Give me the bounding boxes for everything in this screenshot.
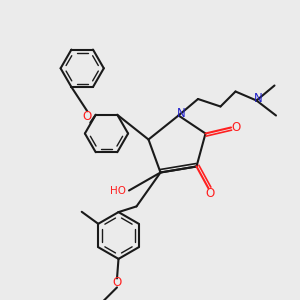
- Text: O: O: [112, 276, 122, 290]
- Text: O: O: [83, 110, 92, 122]
- Text: O: O: [232, 121, 241, 134]
- Text: HO: HO: [110, 185, 127, 196]
- Text: N: N: [254, 92, 262, 106]
- Text: O: O: [206, 187, 214, 200]
- Text: N: N: [176, 106, 185, 120]
